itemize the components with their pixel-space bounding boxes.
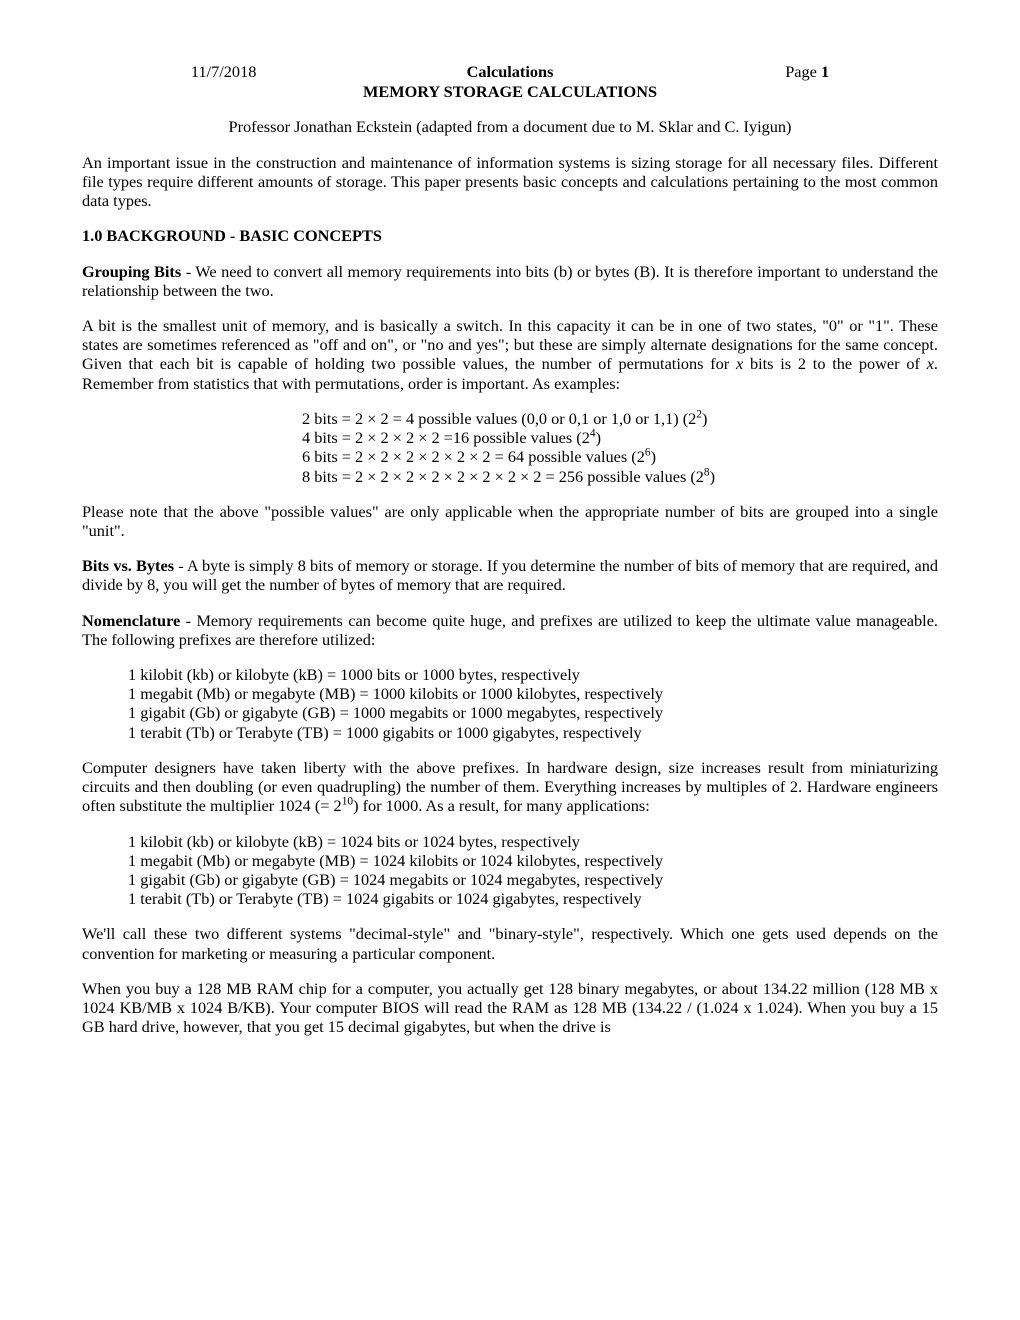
page-number: 1 xyxy=(821,62,829,81)
document-title: MEMORY STORAGE CALCULATIONS xyxy=(82,82,938,101)
ram-paragraph: When you buy a 128 MB RAM chip for a com… xyxy=(82,979,938,1037)
ex-close: ) xyxy=(710,467,715,486)
author-line: Professor Jonathan Eckstein (adapted fro… xyxy=(82,117,938,136)
ex-text: 4 bits = 2 × 2 × 2 × 2 =16 possible valu… xyxy=(302,428,590,447)
systems-paragraph: We'll call these two different systems "… xyxy=(82,924,938,962)
page-header: 11/7/2018 Calculations Page 1 xyxy=(82,62,938,81)
list-item: 1 gigabit (Gb) or gigabyte (GB) = 1024 m… xyxy=(128,870,938,889)
intro-paragraph: An important issue in the construction a… xyxy=(82,153,938,211)
grouping-bits-label: Grouping Bits xyxy=(82,262,181,281)
binary-prefixes-list: 1 kilobit (kb) or kilobyte (kB) = 1024 b… xyxy=(128,832,938,909)
list-item: 1 kilobit (kb) or kilobyte (kB) = 1024 b… xyxy=(128,832,938,851)
bit-text-b: bits is 2 to the power of xyxy=(743,354,926,373)
note-paragraph: Please note that the above "possible val… xyxy=(82,502,938,540)
bits-example-line: 4 bits = 2 × 2 × 2 × 2 =16 possible valu… xyxy=(302,428,938,447)
grouping-bits-paragraph: Grouping Bits - We need to convert all m… xyxy=(82,262,938,300)
bvb-label: Bits vs. Bytes xyxy=(82,556,174,575)
ex-close: ) xyxy=(651,447,656,466)
header-date: 11/7/2018 xyxy=(191,62,391,81)
bits-example-line: 6 bits = 2 × 2 × 2 × 2 × 2 × 2 = 64 poss… xyxy=(302,447,938,466)
list-item: 1 megabit (Mb) or megabyte (MB) = 1000 k… xyxy=(128,684,938,703)
ex-text: 8 bits = 2 × 2 × 2 × 2 × 2 × 2 × 2 × 2 =… xyxy=(302,467,704,486)
nomenclature-paragraph: Nomenclature - Memory requirements can b… xyxy=(82,611,938,649)
ex-text: 2 bits = 2 × 2 = 4 possible values (0,0 … xyxy=(302,409,696,428)
bits-example-line: 2 bits = 2 × 2 = 4 possible values (0,0 … xyxy=(302,409,938,428)
designers-paragraph: Computer designers have taken liberty wi… xyxy=(82,758,938,816)
bvb-text: - A byte is simply 8 bits of memory or s… xyxy=(82,556,938,594)
list-item: 1 gigabit (Gb) or gigabyte (GB) = 1000 m… xyxy=(128,703,938,722)
bits-vs-bytes-paragraph: Bits vs. Bytes - A byte is simply 8 bits… xyxy=(82,556,938,594)
x-var-2: x xyxy=(927,354,934,373)
list-item: 1 kilobit (kb) or kilobyte (kB) = 1000 b… xyxy=(128,665,938,684)
designers-sup: 10 xyxy=(342,796,353,808)
ex-close: ) xyxy=(702,409,707,428)
list-item: 1 megabit (Mb) or megabyte (MB) = 1024 k… xyxy=(128,851,938,870)
bits-examples: 2 bits = 2 × 2 = 4 possible values (0,0 … xyxy=(302,409,938,486)
ex-text: 6 bits = 2 × 2 × 2 × 2 × 2 × 2 = 64 poss… xyxy=(302,447,645,466)
designers-text-b: ) for 1000. As a result, for many applic… xyxy=(353,796,650,815)
nom-label: Nomenclature xyxy=(82,611,180,630)
list-item: 1 terabit (Tb) or Terabyte (TB) = 1000 g… xyxy=(128,723,938,742)
decimal-prefixes-list: 1 kilobit (kb) or kilobyte (kB) = 1000 b… xyxy=(128,665,938,742)
header-page: Page 1 xyxy=(629,62,829,81)
list-item: 1 terabit (Tb) or Terabyte (TB) = 1024 g… xyxy=(128,889,938,908)
bit-definition-paragraph: A bit is the smallest unit of memory, an… xyxy=(82,316,938,393)
document-page: 11/7/2018 Calculations Page 1 MEMORY STO… xyxy=(0,0,1020,1320)
page-label: Page xyxy=(785,62,821,81)
nom-text: - Memory requirements can become quite h… xyxy=(82,611,938,649)
section-heading: 1.0 BACKGROUND - BASIC CONCEPTS xyxy=(82,226,938,245)
bits-example-line: 8 bits = 2 × 2 × 2 × 2 × 2 × 2 × 2 × 2 =… xyxy=(302,467,938,486)
grouping-bits-text: - We need to convert all memory requirem… xyxy=(82,262,938,300)
header-title: Calculations xyxy=(395,62,625,81)
ex-close: ) xyxy=(596,428,601,447)
